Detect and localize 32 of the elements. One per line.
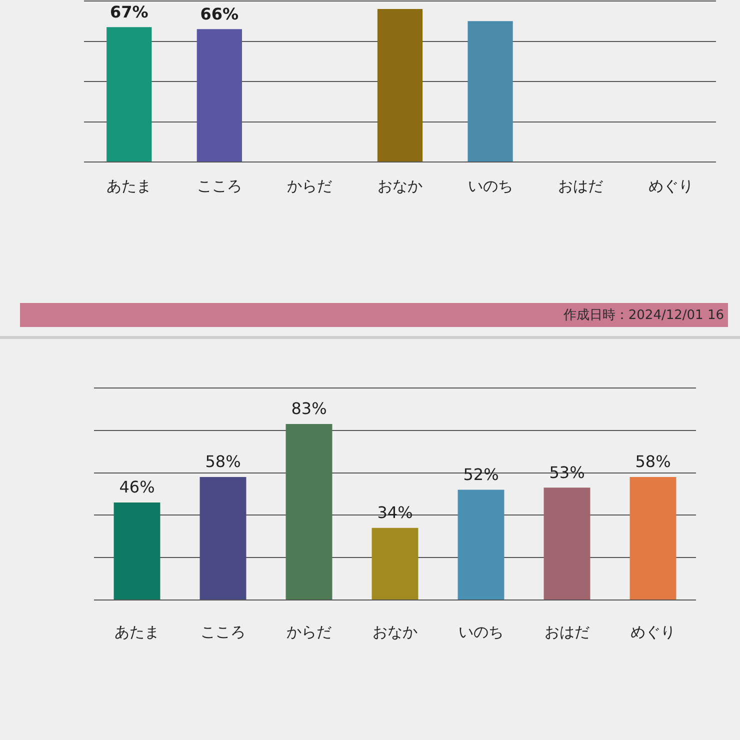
- x-tick-label: おはだ: [544, 622, 590, 641]
- bar: [114, 502, 160, 600]
- x-tick-label: こころ: [200, 622, 246, 641]
- x-tick-label: あたま: [106, 176, 152, 195]
- bar: [468, 21, 513, 162]
- data-label: 67%: [110, 2, 148, 22]
- x-tick-label: あたま: [114, 622, 160, 641]
- bar: [372, 528, 418, 600]
- bar: [630, 477, 676, 600]
- data-label: 66%: [200, 4, 239, 24]
- data-label: 46%: [119, 478, 155, 497]
- x-tick-label: こころ: [196, 176, 242, 195]
- x-tick-label: めぐり: [648, 176, 694, 195]
- bar: [544, 488, 590, 600]
- bar: [196, 29, 242, 162]
- x-tick-label: おなか: [372, 622, 418, 641]
- bar: [458, 490, 504, 600]
- data-label: 58%: [635, 452, 671, 472]
- text: 作成日時：2024/12/01 16: [563, 307, 724, 324]
- x-tick-label: いのち: [468, 176, 513, 195]
- x-tick-label: いのち: [458, 622, 504, 641]
- bar: [286, 424, 332, 600]
- bar: [377, 9, 423, 162]
- data-label: 58%: [205, 452, 241, 472]
- x-tick-label: からだ: [287, 176, 332, 195]
- bar: [106, 27, 152, 162]
- bar: [200, 477, 246, 600]
- x-tick-label: めぐり: [630, 622, 676, 641]
- x-tick-label: おはだ: [558, 176, 604, 195]
- data-label: 83%: [291, 399, 327, 418]
- x-tick-label: からだ: [286, 622, 332, 641]
- x-tick-label: おなか: [378, 176, 422, 195]
